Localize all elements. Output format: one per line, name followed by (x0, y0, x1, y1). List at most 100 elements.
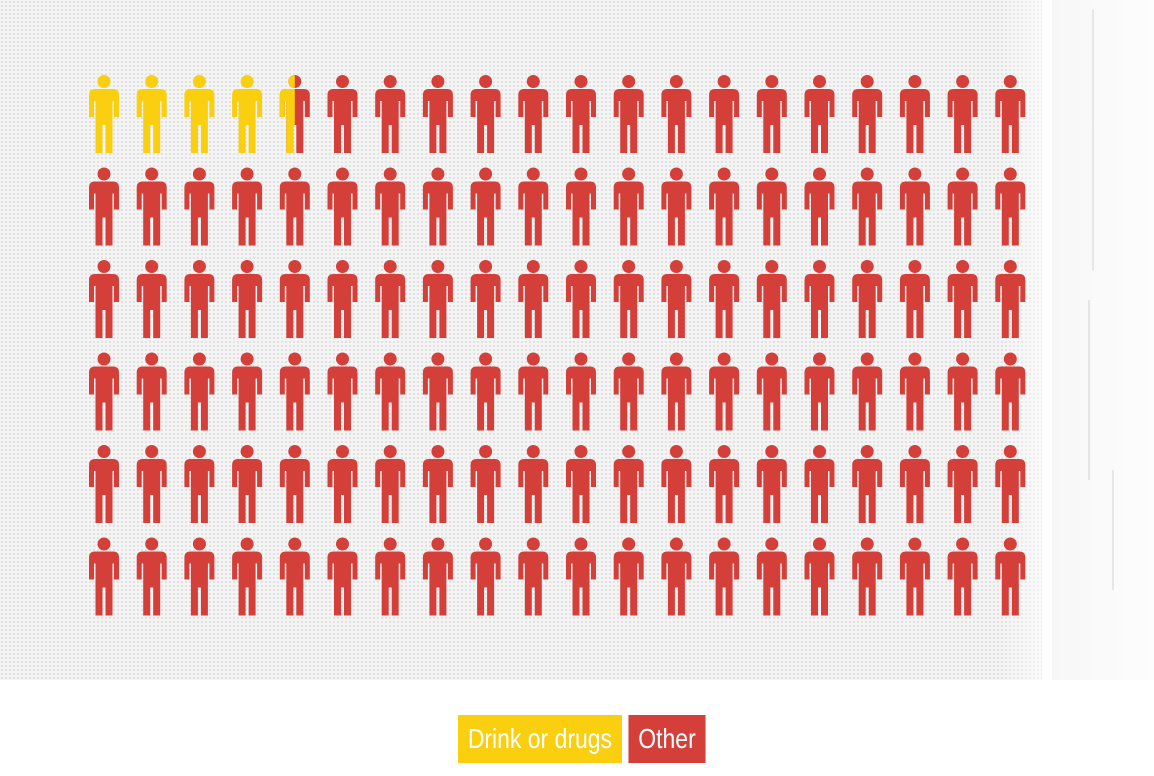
person-icon-drink-or-drugs (184, 75, 215, 153)
person-icon-body (852, 551, 883, 616)
person-icon-body (613, 366, 644, 431)
person-icon-other (756, 537, 787, 616)
person-icon-body (661, 89, 692, 153)
person-icon-body (995, 551, 1026, 616)
person-icon-head (479, 260, 493, 273)
person-icon-other (566, 260, 596, 338)
person-icon-other (470, 167, 501, 246)
icon-grid (89, 75, 1026, 616)
person-icon-body (995, 459, 1026, 523)
person-icon-body (756, 89, 787, 153)
person-icon-head (145, 352, 159, 366)
person-icon-body (613, 89, 644, 153)
person-icon-other (184, 260, 215, 338)
person-icon-body (947, 89, 978, 153)
person-icon-head (431, 75, 445, 88)
person-icon-other (279, 260, 310, 338)
person-icon-head (574, 75, 588, 88)
person-icon-body (947, 274, 978, 338)
person-icon-other (852, 260, 883, 338)
person-icon-body (566, 274, 596, 338)
person-icon-other (947, 167, 978, 246)
person-icon-head (383, 352, 397, 366)
person-icon-head (956, 537, 970, 551)
person-icon-body (613, 459, 644, 523)
person-icon-head (669, 445, 683, 458)
legend-item-other: Other (628, 715, 706, 763)
person-icon-head (192, 537, 206, 551)
person-icon-head (1003, 537, 1017, 551)
person-icon-body (947, 366, 978, 431)
person-icon-head (669, 75, 683, 88)
side-panel (1052, 0, 1154, 680)
person-icon-head (240, 445, 254, 458)
person-icon-body (899, 459, 930, 523)
person-icon-head (669, 167, 683, 181)
person-icon-body (184, 551, 215, 616)
person-icon-other (566, 537, 596, 616)
person-icon-head (622, 75, 636, 88)
person-icon-head (192, 167, 206, 181)
person-icon-body (756, 274, 787, 338)
person-icon-body (899, 181, 930, 246)
person-icon-other (709, 167, 740, 246)
person-icon-other (661, 352, 692, 431)
person-icon-body (375, 459, 406, 523)
person-icon-head (431, 352, 445, 366)
person-icon-other (661, 260, 692, 338)
person-icon-other (709, 352, 740, 431)
person-icon-body (232, 366, 263, 431)
person-icon-head (145, 260, 159, 273)
person-icon-other (89, 260, 119, 338)
person-icon-head (1003, 260, 1017, 273)
person-icon-head (192, 445, 206, 458)
person-icon-body (184, 181, 215, 246)
person-icon-other (279, 445, 310, 523)
person-icon-head (479, 352, 493, 366)
person-icon-other (232, 260, 263, 338)
person-icon-body (422, 551, 453, 616)
person-icon-body (89, 181, 119, 246)
person-icon-head (383, 445, 397, 458)
person-icon-other (136, 445, 167, 523)
person-icon-head (813, 75, 826, 88)
person-icon-other (899, 537, 930, 616)
person-icon-other (184, 445, 215, 523)
person-icon-other (756, 167, 787, 246)
person-icon-other (136, 352, 167, 431)
person-icon-head (97, 445, 111, 458)
person-icon-other (756, 75, 787, 153)
person-icon-other (327, 352, 358, 431)
person-icon-body (327, 181, 358, 246)
person-icon-head (860, 445, 874, 458)
person-icon-other (470, 75, 501, 153)
person-icon-other (518, 75, 549, 153)
person-icon-other (566, 352, 596, 431)
person-icon-body (804, 366, 835, 431)
person-icon-body (184, 274, 215, 338)
person-icon-head (574, 445, 588, 458)
person-icon-head (97, 352, 111, 366)
person-icon-head (860, 167, 874, 181)
person-icon-head (383, 537, 397, 551)
person-icon-other (947, 75, 978, 153)
person-icon-body (709, 366, 740, 431)
person-icon-head (717, 352, 731, 366)
person-icon-body (852, 274, 883, 338)
person-icon-body (470, 551, 501, 616)
person-icon-head (145, 537, 159, 551)
person-icon-body (470, 181, 501, 246)
person-icon-head (574, 167, 588, 181)
person-icon-head (717, 260, 731, 273)
person-icon-head (622, 260, 636, 273)
person-icon-head (813, 260, 826, 273)
person-icon-other (613, 260, 644, 338)
person-icon-head (479, 75, 493, 88)
person-icon-head (765, 75, 779, 88)
person-icon-head (908, 260, 922, 273)
person-icon-head (717, 445, 731, 458)
person-icon-other (470, 445, 501, 523)
person-icon-other (566, 167, 596, 246)
person-icon-other (804, 537, 835, 616)
person-icon-head (813, 352, 826, 366)
